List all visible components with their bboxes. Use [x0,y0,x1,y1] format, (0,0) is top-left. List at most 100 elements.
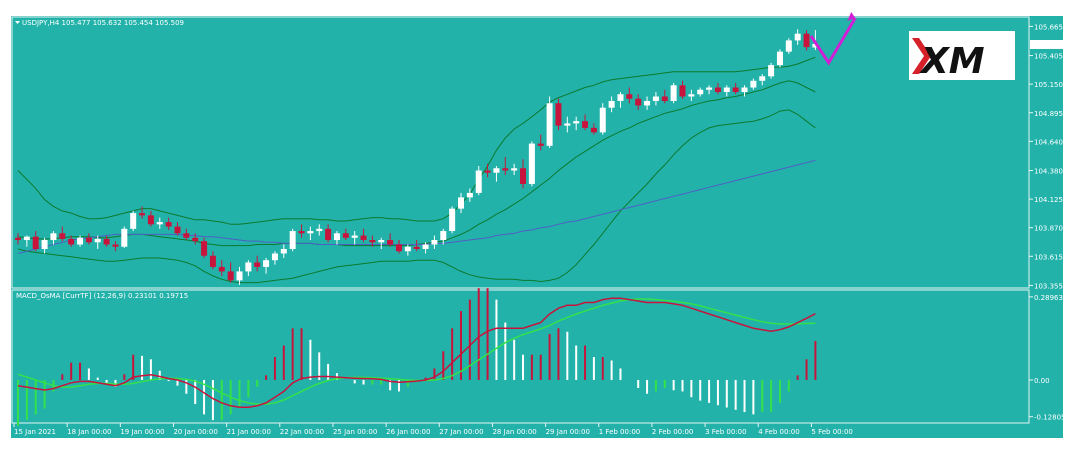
candle [271,251,278,265]
candle [652,92,659,106]
indicator-y-tick-label: -0.12805 [1034,414,1065,422]
candle-body [635,98,642,106]
candle-body [41,240,48,249]
candle [50,231,57,245]
candle [15,233,21,245]
candle-body [165,222,172,227]
candle-body [785,40,792,52]
price-y-tick-label: 105.150 [1034,81,1063,89]
candle [218,260,225,276]
candle [289,228,296,252]
candle-body [147,215,154,225]
bollinger-upper-line [17,56,816,225]
candle [298,224,305,238]
candle [422,242,429,254]
time-x-tick-label: 1 Feb 00:00 [599,428,640,436]
time-x-tick-label: 19 Jan 00:00 [120,428,164,436]
candle [706,85,713,95]
candle-body [307,231,314,234]
candle [307,226,314,241]
candle-body [794,33,801,41]
candle-body [697,89,704,95]
candle [23,235,30,247]
price-y-tick-label: 105.665 [1034,23,1063,31]
candle-body [440,231,447,241]
price-y-tick-label: 103.355 [1034,282,1063,290]
candle-body [723,87,730,93]
candle-body [537,143,544,146]
candle [714,83,721,95]
candle [573,116,580,131]
candle [590,123,597,135]
candle-body [360,235,367,241]
candle [697,87,704,97]
candle [342,228,349,241]
candle-body [750,80,757,88]
candle [360,228,367,243]
candle-body [94,238,101,243]
candle-body [644,100,651,106]
candle [68,235,75,247]
candle-body [77,237,84,245]
price-y-tick-label: 103.870 [1034,225,1063,233]
candle-body [387,240,394,245]
candle-body [511,168,518,171]
candle [484,163,491,178]
candle [608,96,615,113]
candle [192,233,199,245]
candle [201,237,208,258]
candle [626,87,633,104]
candle [174,222,181,236]
candle [245,260,252,276]
candle [404,244,411,256]
candle [537,134,544,151]
candle-body [236,271,243,281]
candle-body [449,208,456,232]
candle [688,89,695,101]
indicator-y-axis: 0.28963 0.00 -0.12805 [1029,294,1065,422]
arrow-head-icon [847,12,856,21]
candle [458,192,464,214]
price-y-tick-label: 104.125 [1034,196,1063,204]
candle [803,30,810,51]
price-chart-title: USDJPY,H4 105.477 105.632 105.454 105.50… [22,19,184,27]
indicator-y-tick-label: 0.00 [1034,377,1050,385]
candle-body [156,222,163,225]
candle-body [342,233,349,238]
candle-body [404,246,411,252]
candle-body [768,65,775,77]
candle [750,78,757,90]
candle [236,266,243,285]
time-x-tick-label: 18 Jan 00:00 [67,428,111,436]
candle-body [227,271,234,281]
time-x-tick-label: 27 Jan 00:00 [439,428,483,436]
candle-body [422,244,429,249]
time-x-tick-label: 28 Jan 00:00 [492,428,536,436]
candle-body [85,237,92,243]
price-y-tick-label: 104.895 [1034,110,1063,118]
candle [59,226,66,242]
candle [94,235,101,249]
candle [130,210,137,232]
xm-logo: XM [909,31,1015,82]
candle-body [130,213,137,229]
candle [679,80,686,99]
candle-body [528,143,535,184]
candle-body [413,246,420,249]
candle [209,251,216,270]
xm-logo-accent-icon [912,38,931,74]
candle [794,29,801,45]
candle [77,235,84,247]
candle [785,38,792,54]
candle-body [564,123,571,126]
candle-body [546,103,553,146]
candle-body [688,94,695,97]
collapse-triangle-icon[interactable] [15,21,20,24]
candle [564,116,571,133]
candle [413,240,420,252]
candle-body [183,233,190,238]
candle-body [139,213,146,216]
candle [139,206,146,219]
candle [378,237,385,249]
